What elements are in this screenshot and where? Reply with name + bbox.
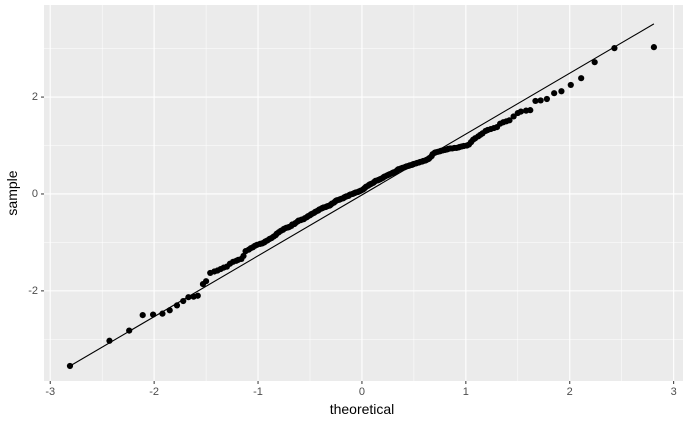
- x-axis-title: theoretical: [330, 401, 395, 417]
- x-tick-label: 2: [567, 386, 573, 398]
- y-axis-title: sample: [4, 170, 20, 215]
- point: [506, 117, 513, 124]
- point: [517, 108, 525, 115]
- point: [650, 44, 658, 51]
- y-tick-label: -2: [28, 285, 38, 297]
- point: [578, 75, 585, 82]
- y-tick-label: 0: [32, 188, 38, 200]
- x-tick-label: 3: [671, 386, 677, 398]
- reference-line: [69, 23, 655, 367]
- point: [240, 252, 247, 260]
- point: [510, 113, 517, 120]
- point: [194, 292, 201, 299]
- x-tick-label: -2: [149, 386, 159, 398]
- x-tick-label: 0: [359, 386, 365, 398]
- point: [537, 97, 544, 104]
- x-tick-label: -3: [45, 386, 55, 398]
- point: [558, 88, 565, 95]
- y-tick-label: 2: [32, 91, 38, 103]
- point: [527, 107, 534, 114]
- point: [532, 97, 539, 105]
- point: [591, 59, 598, 66]
- x-tick-label: -1: [253, 386, 263, 398]
- point: [543, 95, 550, 103]
- point: [551, 90, 558, 97]
- point: [567, 81, 574, 89]
- point: [139, 312, 146, 319]
- point: [180, 297, 187, 305]
- x-tick-label: 1: [463, 386, 469, 398]
- point: [202, 278, 210, 285]
